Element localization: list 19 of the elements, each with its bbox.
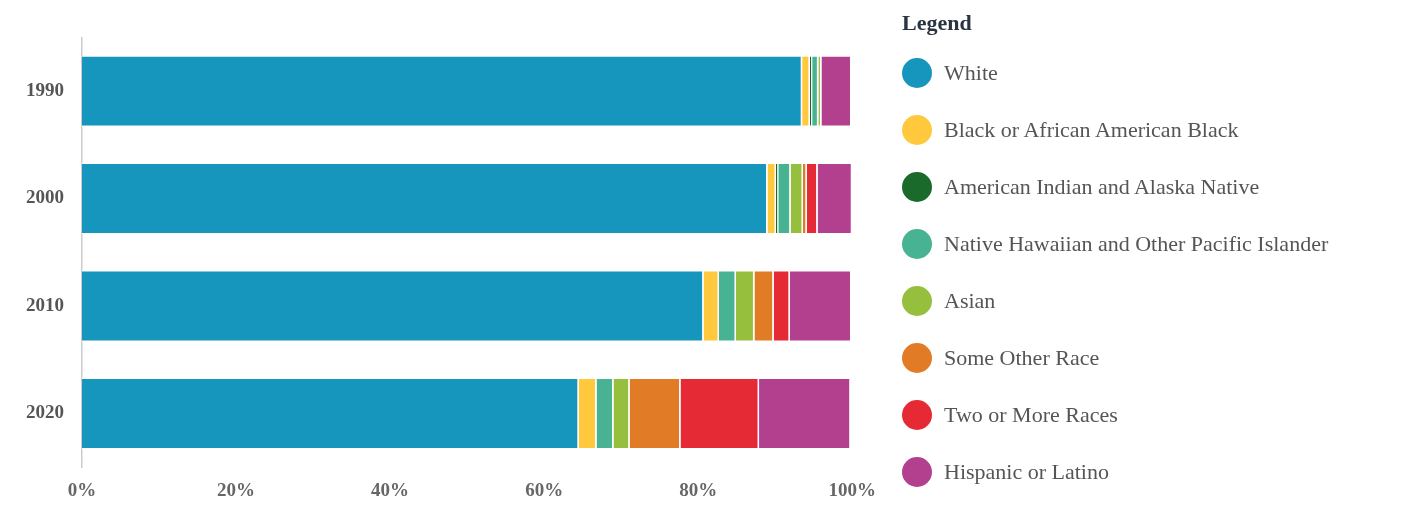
x-tick-label: 0% bbox=[67, 478, 97, 500]
y-tick-label: 2020 bbox=[26, 401, 64, 423]
legend-label: Black or African American Black bbox=[944, 116, 1239, 143]
legend-label: Some Other Race bbox=[944, 344, 1100, 371]
y-tick-label: 2010 bbox=[26, 293, 64, 315]
x-tick-label: 60% bbox=[525, 478, 564, 500]
legend-label: White bbox=[944, 59, 998, 86]
y-tick-label: 1990 bbox=[26, 79, 64, 101]
legend-label: Asian bbox=[944, 287, 996, 314]
legend-label: Two or More Races bbox=[944, 401, 1118, 428]
x-tick-label: 100% bbox=[828, 478, 876, 500]
legend-label: American Indian and Alaska Native bbox=[944, 173, 1260, 200]
x-tick-label: 80% bbox=[679, 478, 718, 500]
x-tick-label: 20% bbox=[217, 478, 256, 500]
legend-title: Legend bbox=[902, 10, 973, 37]
legend-label: Native Hawaiian and Other Pacific Islander bbox=[944, 230, 1329, 257]
legend-label: Hispanic or Latino bbox=[944, 458, 1109, 485]
y-tick-label: 2000 bbox=[26, 186, 64, 208]
x-tick-label: 40% bbox=[371, 478, 410, 500]
